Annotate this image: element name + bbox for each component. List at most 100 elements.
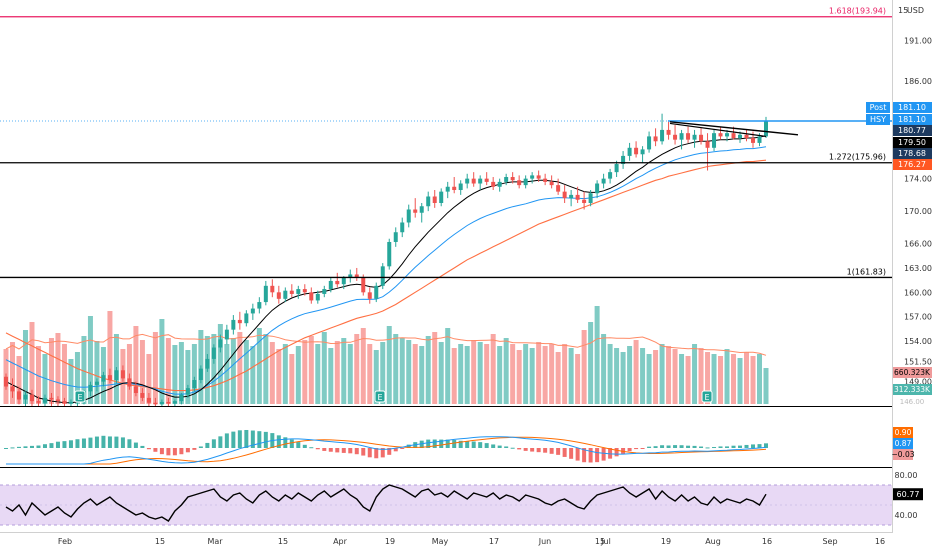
volume-bar <box>22 330 28 404</box>
macd-histogram-bar <box>549 448 554 454</box>
macd-histogram-bar <box>432 439 437 448</box>
volume-badge: 312.333K <box>894 385 931 394</box>
volume-bar <box>750 356 756 404</box>
macd-histogram-bar <box>406 444 411 448</box>
candle-body <box>478 178 483 184</box>
time-tick-label: Jul <box>600 537 611 546</box>
volume-bar <box>74 352 80 404</box>
macd-histogram-bar <box>36 445 41 448</box>
time-tick-label: 19 <box>385 537 395 546</box>
volume-bar <box>510 344 516 404</box>
volume-bar <box>737 358 743 404</box>
volume-bar <box>744 352 750 404</box>
macd-histogram-bar <box>608 448 613 459</box>
volume-bar <box>55 333 61 404</box>
volume-bar <box>308 336 314 404</box>
candle-body <box>244 313 249 324</box>
macd-histogram-bar <box>692 445 697 448</box>
candle-body <box>140 393 145 398</box>
volume-badge-bg <box>893 384 932 395</box>
volume-bar <box>191 344 197 404</box>
earnings-marker <box>74 390 86 403</box>
macd-histogram-bar <box>634 448 639 450</box>
volume-bar <box>497 346 503 404</box>
candle-body <box>36 401 41 403</box>
time-tick-label: Apr <box>333 537 348 546</box>
volume-bar <box>81 336 87 404</box>
macd-histogram-bar <box>211 439 216 448</box>
volume-bar <box>16 356 22 404</box>
price-tick-label: 174.00 <box>904 175 932 184</box>
volume-bar <box>159 319 165 404</box>
volume-bar <box>412 344 418 404</box>
volume-bar <box>458 344 464 404</box>
macd-histogram-bar <box>94 436 99 448</box>
volume-bar <box>302 340 308 404</box>
price-axis[interactable]: 191.00186.00174.00170.00166.00163.00160.… <box>866 0 932 550</box>
macd-histogram-bar <box>237 430 242 448</box>
volume-bar <box>347 344 353 404</box>
candle-body <box>309 292 314 301</box>
volume-bar <box>321 332 327 404</box>
candle-body <box>322 289 327 294</box>
volume-bar <box>9 342 15 404</box>
macd-histogram-bar <box>686 445 691 448</box>
candle-body <box>614 164 619 173</box>
candle-body <box>250 308 255 314</box>
macd-histogram-bar <box>120 437 125 448</box>
candle-body <box>218 339 223 348</box>
macd-histogram-bar <box>679 445 684 448</box>
macd-histogram-bar <box>283 437 288 448</box>
volume-bar <box>432 332 438 404</box>
price-badge: 178.68 <box>898 149 926 158</box>
candle-body <box>543 178 548 182</box>
volume-bar <box>549 344 555 404</box>
volume-bar <box>627 346 633 404</box>
trendline-lower <box>669 122 767 138</box>
macd-badge: −0.03 <box>892 450 915 459</box>
time-axis[interactable]: Feb 15 Mar 15 Apr 19 May 17 Jun 15 19 Aug 16 Sep 16 Jul <box>58 537 885 546</box>
candle-body <box>523 178 528 186</box>
candle-body <box>673 134 678 140</box>
time-tick-label: 17 <box>489 537 499 546</box>
time-tick-label: Sep <box>822 537 837 546</box>
fib-level-label: 1.272(175.96) <box>829 153 886 162</box>
candle-body <box>627 147 632 156</box>
macd-histogram-bar <box>718 446 723 448</box>
candle-body <box>94 381 99 385</box>
volume-bar <box>763 368 769 404</box>
candle-body <box>68 401 73 404</box>
volume-bar <box>406 340 412 404</box>
volume-bar <box>328 348 334 404</box>
candle-body <box>205 358 210 369</box>
volume-bar <box>588 322 594 404</box>
candle-body <box>185 388 190 395</box>
macd-histogram-bar <box>569 448 574 459</box>
macd-histogram-bar <box>153 448 158 452</box>
volume-bar <box>451 348 457 404</box>
price-badge-prefix-bg <box>866 102 890 113</box>
macd-histogram-bar <box>699 446 704 448</box>
macd-histogram-bar <box>660 445 665 448</box>
macd-histogram-bar <box>218 436 223 448</box>
macd-histogram-bar <box>296 442 301 448</box>
candle-body <box>406 209 411 223</box>
candle-body <box>341 277 346 285</box>
macd-histogram-bar <box>231 431 236 448</box>
candle-body <box>666 129 671 135</box>
volume-bar <box>256 328 262 404</box>
price-badge-bg <box>893 159 932 170</box>
macd-histogram-bar <box>452 440 457 448</box>
macd-histogram-bar <box>328 448 333 452</box>
trendline-upper <box>669 121 799 136</box>
candle-body <box>439 191 444 203</box>
candle-body <box>718 133 723 137</box>
candle-body <box>257 302 262 309</box>
price-badge-bg <box>893 114 932 125</box>
volume-bar <box>672 349 678 404</box>
macd-histogram-bar <box>484 443 489 448</box>
candle-body <box>354 274 359 278</box>
volume-bar <box>419 346 425 404</box>
candle-body <box>283 290 288 299</box>
